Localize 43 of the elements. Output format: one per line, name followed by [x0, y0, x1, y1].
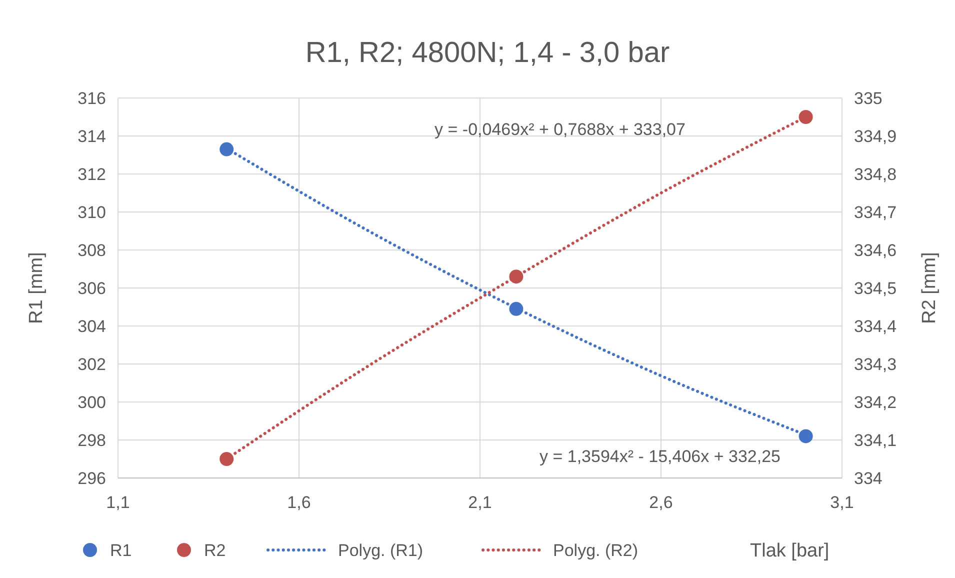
y2-tick-label: 334,6	[854, 240, 897, 260]
y-tick-label: 304	[78, 316, 106, 336]
y2-tick-label: 334,7	[854, 202, 897, 222]
y2-tick-label: 334,1	[854, 430, 897, 450]
y2-tick-label: 334,9	[854, 126, 897, 146]
legend-label: R1	[110, 540, 132, 560]
y-tick-label: 314	[78, 126, 106, 146]
y-tick-label: 296	[78, 468, 106, 488]
y-tick-label: 302	[78, 354, 106, 374]
point	[798, 429, 813, 444]
y-tick-label: 300	[78, 392, 106, 412]
y2-tick-label: 334,8	[854, 164, 897, 184]
y-tick-label: 308	[78, 240, 106, 260]
point	[509, 302, 524, 316]
y2-axis-title: R2 [mm]	[919, 252, 940, 324]
y-tick-label: 306	[78, 278, 106, 298]
y-tick-label: 316	[78, 88, 106, 108]
point	[798, 110, 813, 124]
annotation: y = 1,3594x² - 15,406x + 332,25	[539, 447, 781, 466]
x-tick-label: 1,6	[287, 493, 311, 512]
legend-label: Polyg. (R2)	[553, 540, 638, 560]
y2-tick-label: 334,2	[854, 392, 897, 412]
x-tick-label: 2,1	[468, 493, 492, 512]
legend-label: Polyg. (R1)	[338, 540, 424, 560]
y-tick-label: 312	[78, 164, 106, 184]
y2-tick-label: 335	[854, 88, 882, 108]
point	[220, 452, 234, 466]
y2-tick-label: 334,5	[854, 278, 897, 298]
y-tick-label: 310	[78, 202, 106, 222]
legend-label: R2	[204, 540, 226, 560]
x-tick-label: 1,1	[106, 493, 130, 512]
chart-title: R1, R2; 4800N; 1,4 - 3,0 bar	[305, 37, 670, 69]
point	[509, 270, 524, 284]
x-axis-title: Tlak [bar]	[750, 540, 830, 562]
y-tick-label: 298	[78, 430, 106, 450]
x-tick-label: 3,1	[830, 493, 854, 512]
annotation: y = -0,0469x² + 0,7688x + 333,07	[434, 120, 686, 139]
y-axis-title: R1 [mm]	[26, 252, 47, 324]
y2-tick-label: 334	[854, 468, 882, 488]
x-tick-label: 2,6	[649, 493, 673, 512]
point	[220, 142, 234, 156]
y2-tick-label: 334,3	[854, 354, 897, 374]
y2-tick-label: 334,4	[854, 316, 897, 336]
